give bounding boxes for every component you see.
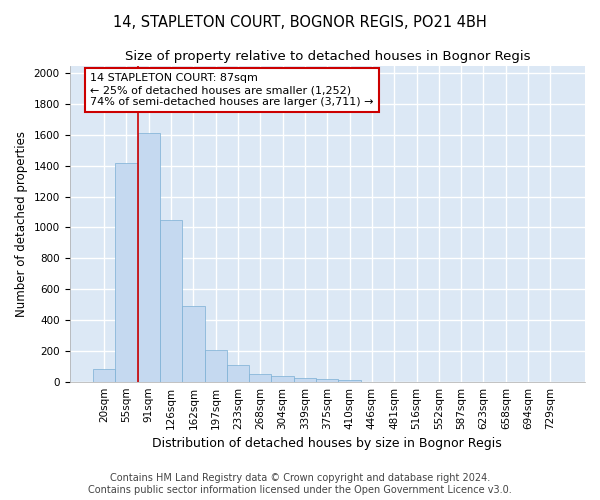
Bar — [137, 134, 160, 382]
Bar — [316, 378, 338, 382]
Bar — [182, 306, 205, 382]
Bar — [115, 162, 137, 382]
Bar — [294, 378, 316, 382]
Bar — [205, 350, 227, 382]
Title: Size of property relative to detached houses in Bognor Regis: Size of property relative to detached ho… — [125, 50, 530, 63]
Bar — [271, 376, 294, 382]
Bar — [249, 374, 271, 382]
Text: 14, STAPLETON COURT, BOGNOR REGIS, PO21 4BH: 14, STAPLETON COURT, BOGNOR REGIS, PO21 … — [113, 15, 487, 30]
Bar — [227, 366, 249, 382]
Text: Contains HM Land Registry data © Crown copyright and database right 2024.
Contai: Contains HM Land Registry data © Crown c… — [88, 474, 512, 495]
Y-axis label: Number of detached properties: Number of detached properties — [15, 130, 28, 316]
Bar — [338, 380, 361, 382]
X-axis label: Distribution of detached houses by size in Bognor Regis: Distribution of detached houses by size … — [152, 437, 502, 450]
Bar — [160, 220, 182, 382]
Text: 14 STAPLETON COURT: 87sqm
← 25% of detached houses are smaller (1,252)
74% of se: 14 STAPLETON COURT: 87sqm ← 25% of detac… — [90, 74, 374, 106]
Bar — [93, 370, 115, 382]
